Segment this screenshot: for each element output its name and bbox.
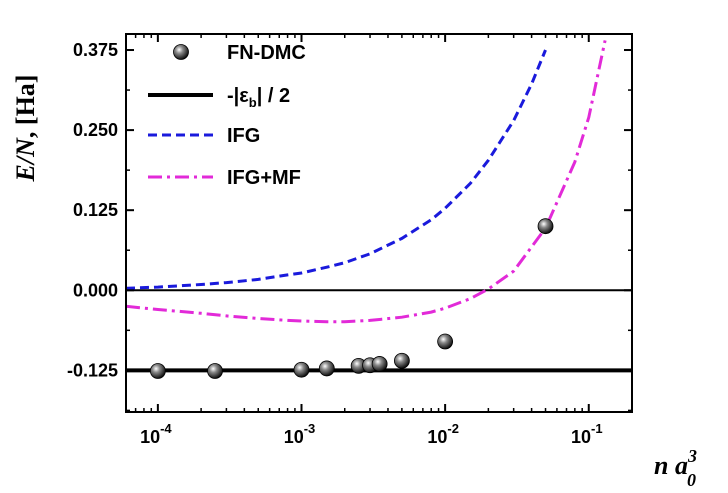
legend-label: IFG xyxy=(227,125,260,147)
x-axis-title: n a3 0 xyxy=(654,446,697,490)
data-point-fn-dmc xyxy=(293,361,310,378)
x-tick-label: 10-3 xyxy=(284,421,316,447)
data-point-fn-dmc xyxy=(437,333,454,350)
y-tick-label: 0.125 xyxy=(73,200,118,220)
y-axis-title: E/N, [Ha] xyxy=(11,75,40,183)
x-tick-label: 10-2 xyxy=(427,421,459,447)
legend-label: -|εb| / 2 xyxy=(227,85,290,110)
x-tick-label: 10-1 xyxy=(571,421,603,447)
ticks-layer: -0.125 0.000 0.125 0.250 0.375 10-4 10-3 10-2 10… xyxy=(67,34,633,447)
data-point-fn-dmc xyxy=(318,360,335,377)
series-layer xyxy=(126,40,632,379)
axis-titles: E/N, [Ha] n a3 0 xyxy=(11,75,697,490)
data-point-fn-dmc xyxy=(537,218,554,235)
data-point-fn-dmc xyxy=(371,356,388,372)
series-ifg-curve xyxy=(126,49,547,290)
y-tick-label: 0.375 xyxy=(73,40,118,60)
legend-label: FN-DMC xyxy=(227,42,306,64)
data-point-fn-dmc xyxy=(149,363,166,379)
series-ifg-mf-curve xyxy=(126,40,607,324)
y-tick-label: -0.125 xyxy=(67,360,118,380)
data-point-fn-dmc xyxy=(207,363,223,379)
legend-marker-fn-dmc xyxy=(173,44,189,60)
legend: FN-DMC -|εb| / 2 IFG IFG+MF xyxy=(148,42,306,189)
data-point-fn-dmc xyxy=(393,352,410,369)
y-tick-label: 0.250 xyxy=(73,120,118,140)
legend-label: IFG+MF xyxy=(227,167,301,189)
plot-frame xyxy=(125,33,633,413)
y-tick-label: 0.000 xyxy=(73,280,118,300)
x-tick-label: 10-4 xyxy=(140,421,172,447)
